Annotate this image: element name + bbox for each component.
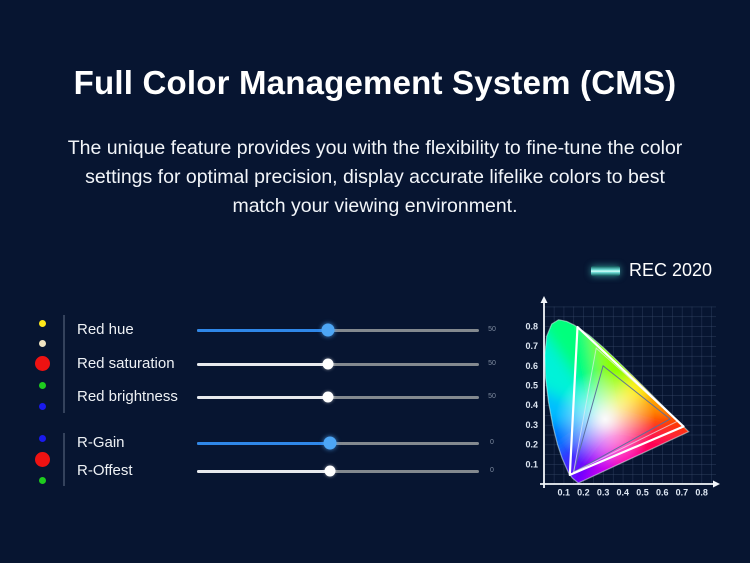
rec2020-legend: REC 2020 <box>591 260 712 281</box>
green-dot-icon <box>39 381 46 389</box>
yellow-dot-icon <box>39 319 46 327</box>
slider-row-red-brightness: Red brightness 50 <box>0 387 520 407</box>
slider-value: 50 <box>488 360 496 367</box>
rec2020-legend-label: REC 2020 <box>629 260 713 280</box>
x-tick: 0.2 <box>577 488 590 498</box>
x-tick: 0.8 <box>695 488 708 498</box>
x-tick: 0.3 <box>597 488 610 498</box>
blue-dot-icon <box>39 402 46 410</box>
slider-fill <box>197 441 331 445</box>
slider-fill <box>197 328 329 332</box>
description-line: The unique feature provides you with the… <box>67 137 683 159</box>
y-tick: 0.6 <box>525 361 538 371</box>
y-tick: 0.8 <box>525 321 538 331</box>
x-tick: 0.7 <box>676 488 689 498</box>
slider-row-red-saturation: Red saturation 50 <box>0 354 520 374</box>
group-divider <box>63 433 65 486</box>
red-dot-icon <box>35 356 50 371</box>
y-tick: 0.2 <box>525 440 538 450</box>
red-hue-slider[interactable] <box>197 323 479 337</box>
slider-fill <box>197 395 329 399</box>
slider-fill <box>197 362 329 366</box>
slider-label: Red brightness <box>77 388 178 405</box>
slider-label: Red saturation <box>77 355 175 372</box>
y-axis-arrow <box>540 296 548 303</box>
slider-value: 0 <box>490 439 494 446</box>
rec2020-gamut-triangle <box>568 325 685 476</box>
group-divider <box>63 315 65 413</box>
y-tick: 0.3 <box>525 420 538 430</box>
slider-row-r-gain: R-Gain 0 <box>0 433 520 453</box>
chromaticity-diagram: 0.1 0.2 0.3 0.4 0.5 0.6 0.7 0.8 0.1 0.2 … <box>525 296 720 498</box>
y-tick: 0.5 <box>525 381 538 391</box>
slider-row-red-hue: Red hue 50 <box>0 320 520 340</box>
y-tick: 0.1 <box>525 459 538 469</box>
slider-thumb[interactable] <box>322 358 334 370</box>
description-line: settings for optimal precision, display … <box>85 166 665 188</box>
red-dot-icon <box>35 451 50 467</box>
x-tick: 0.6 <box>656 488 669 498</box>
green-dot-icon <box>39 477 46 484</box>
r-offest-slider[interactable] <box>197 465 479 477</box>
slider-thumb[interactable] <box>323 436 337 450</box>
slider-value: 50 <box>488 393 496 400</box>
y-tick: 0.4 <box>525 400 538 410</box>
slider-label: R-Gain <box>77 434 125 451</box>
page-title: Full Color Management System (CMS) <box>73 64 677 101</box>
page-description: The unique feature provides you with the… <box>45 134 705 221</box>
slider-thumb[interactable] <box>324 465 336 477</box>
slider-label: Red hue <box>77 321 134 338</box>
red-saturation-slider[interactable] <box>197 358 479 370</box>
rec2020-swatch-icon <box>591 265 620 276</box>
slider-thumb[interactable] <box>321 323 335 337</box>
x-tick: 0.1 <box>557 488 570 498</box>
cream-dot-icon <box>39 339 46 347</box>
slider-row-r-offest: R-Offest 0 <box>0 461 520 481</box>
y-tick: 0.7 <box>525 341 538 351</box>
slider-thumb[interactable] <box>322 391 334 403</box>
r-gain-slider[interactable] <box>197 436 479 450</box>
description-line: match your viewing environment. <box>232 195 518 217</box>
x-tick: 0.5 <box>636 488 649 498</box>
x-axis-arrow <box>713 480 720 488</box>
slider-value: 0 <box>490 467 494 474</box>
x-tick: 0.4 <box>617 488 630 498</box>
blue-dot-icon <box>39 434 46 442</box>
red-brightness-slider[interactable] <box>197 391 479 403</box>
dci-p3-gamut-triangle <box>572 347 679 474</box>
slider-value: 50 <box>488 326 496 333</box>
slider-label: R-Offest <box>77 462 133 479</box>
srgb-gamut-triangle <box>572 364 671 474</box>
slider-fill <box>197 469 331 473</box>
